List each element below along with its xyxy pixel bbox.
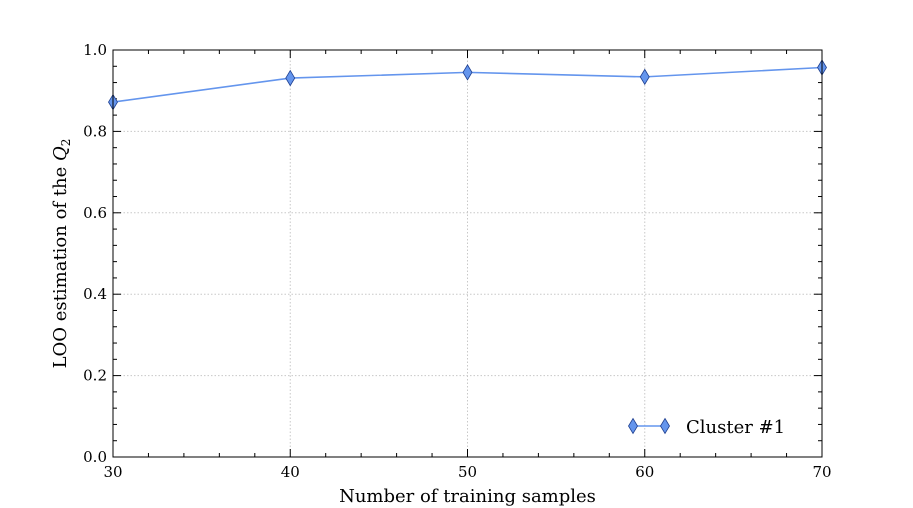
data-point-marker [639,68,650,86]
x-tick-labels: 30 40 50 60 70 [103,463,831,481]
x-tick-label: 30 [103,463,122,481]
minor-ticks [113,50,822,457]
y-axis-title-subscript: 2 [59,139,73,147]
y-tick-label: 1.0 [83,41,107,59]
y-axis-title-prefix: LOO estimation of the [50,161,71,368]
y-tick-labels: 0.0 0.2 0.4 0.6 0.8 1.0 [83,41,107,466]
y-tick-label: 0.6 [83,204,107,222]
x-tick-label: 50 [458,463,477,481]
y-tick-label: 0.4 [83,285,107,303]
y-tick-label: 0.0 [83,448,107,466]
legend-marker-diamond [660,417,670,435]
y-tick-label: 0.2 [83,367,107,385]
plot-frame [112,49,823,458]
x-axis-title: Number of training samples [339,486,596,507]
data-point-marker [462,64,473,81]
x-tick-label: 70 [812,463,831,481]
data-point-marker [285,69,296,87]
y-tick-label: 0.8 [83,122,107,140]
legend: Cluster #1 [628,417,785,438]
grid [112,49,823,458]
legend-marker-diamond [628,417,638,435]
y-axis-title-symbol: Q [50,146,71,161]
series-layer [108,59,827,111]
y-axis-title: LOO estimation of the Q2 [50,139,73,369]
legend-label: Cluster #1 [686,417,785,438]
x-tick-label: 40 [281,463,300,481]
x-tick-label: 60 [635,463,654,481]
